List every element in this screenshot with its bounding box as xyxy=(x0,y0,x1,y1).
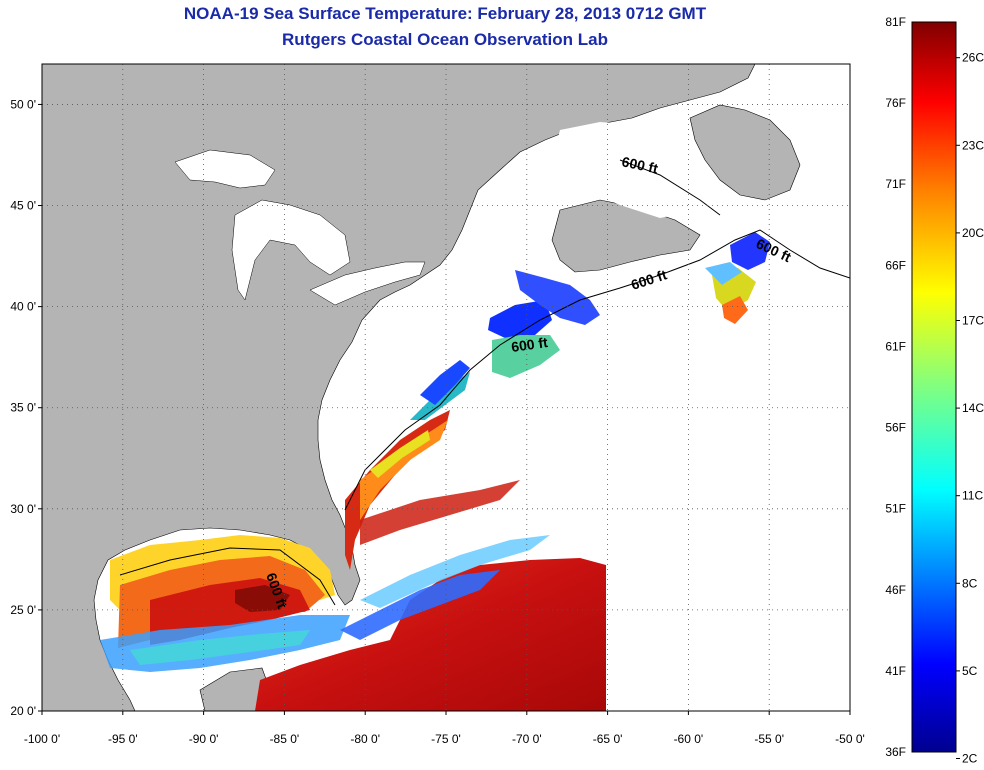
latitude-ticks: 20 0' 25 0' 30 0' 35 0' 40 0' 45 0' 50 0' xyxy=(10,97,42,718)
colorbar-celsius-label: 14C xyxy=(962,401,984,415)
colorbar-fahrenheit-label: 36F xyxy=(885,745,906,759)
contour-label-georges: 600 ft xyxy=(510,334,549,355)
map-title: NOAA-19 Sea Surface Temperature: Februar… xyxy=(183,4,707,23)
lon-tick-label: -65 0' xyxy=(593,732,623,746)
lon-tick-label: -85 0' xyxy=(270,732,300,746)
colorbar xyxy=(911,21,957,753)
lat-tick-label: 50 0' xyxy=(10,97,36,111)
lake-superior xyxy=(174,149,276,189)
colorbar-celsius-label: 26C xyxy=(962,51,984,65)
colorbar-celsius-label: 11C xyxy=(962,489,983,503)
lat-tick-label: 20 0' xyxy=(10,704,36,718)
sst-data-layer xyxy=(100,232,770,711)
lon-tick-label: -70 0' xyxy=(512,732,542,746)
lat-tick-label: 25 0' xyxy=(10,603,36,617)
lake-erie-ontario xyxy=(309,261,426,306)
colorbar-celsius-label: 23C xyxy=(962,138,984,152)
land-newfoundland xyxy=(689,104,801,201)
colorbar-fahrenheit-label: 46F xyxy=(885,583,906,597)
lat-tick-label: 35 0' xyxy=(10,401,36,415)
colorbar-fahrenheit-label: 66F xyxy=(885,258,906,272)
land-north-america xyxy=(42,64,756,711)
lon-tick-label: -95 0' xyxy=(108,732,138,746)
colorbar-celsius-label: 17C xyxy=(962,313,984,327)
lat-tick-label: 40 0' xyxy=(10,300,36,314)
colorbar-fahrenheit-label: 81F xyxy=(885,15,906,29)
colorbar-fahrenheit-label: 76F xyxy=(885,96,906,110)
lon-tick-label: -50 0' xyxy=(835,732,865,746)
colorbar-fahrenheit-label: 51F xyxy=(885,502,906,516)
colorbar-fahrenheit-label: 56F xyxy=(885,421,906,435)
gulf-st-lawrence xyxy=(555,122,705,218)
colorbar-celsius-label: 20C xyxy=(962,226,984,240)
lat-tick-label: 45 0' xyxy=(10,199,36,213)
colorbar-fahrenheit-label: 61F xyxy=(885,339,906,353)
colorbar-fahrenheit-label: 41F xyxy=(885,664,906,678)
lon-tick-label: -75 0' xyxy=(431,732,461,746)
contour-label-newfoundland: 600 ft xyxy=(620,153,659,176)
colorbar-celsius-label: 5C xyxy=(962,664,978,678)
lon-tick-label: -55 0' xyxy=(754,732,784,746)
lon-tick-label: -60 0' xyxy=(674,732,704,746)
lake-michigan-huron xyxy=(231,199,351,301)
colorbar-celsius-label: 2C xyxy=(962,751,978,765)
map-subtitle: Rutgers Coastal Ocean Observation Lab xyxy=(282,30,608,49)
lon-tick-label: -100 0' xyxy=(24,732,60,746)
longitude-ticks: -100 0' -95 0' -90 0' -85 0' -80 0' -75 0' -70… xyxy=(24,711,865,746)
lon-tick-label: -80 0' xyxy=(350,732,380,746)
colorbar-fahrenheit-label: 71F xyxy=(885,177,906,191)
depth-contour-600ft xyxy=(119,159,850,606)
lon-tick-label: -90 0' xyxy=(189,732,219,746)
colorbar-celsius-label: 8C xyxy=(962,576,978,590)
lat-tick-label: 30 0' xyxy=(10,502,36,516)
colorbar-labels: 81F 76F 71F 66F 61F 56F 51F 46F 41F 36F 26C 23C 20C 1… xyxy=(885,15,984,765)
